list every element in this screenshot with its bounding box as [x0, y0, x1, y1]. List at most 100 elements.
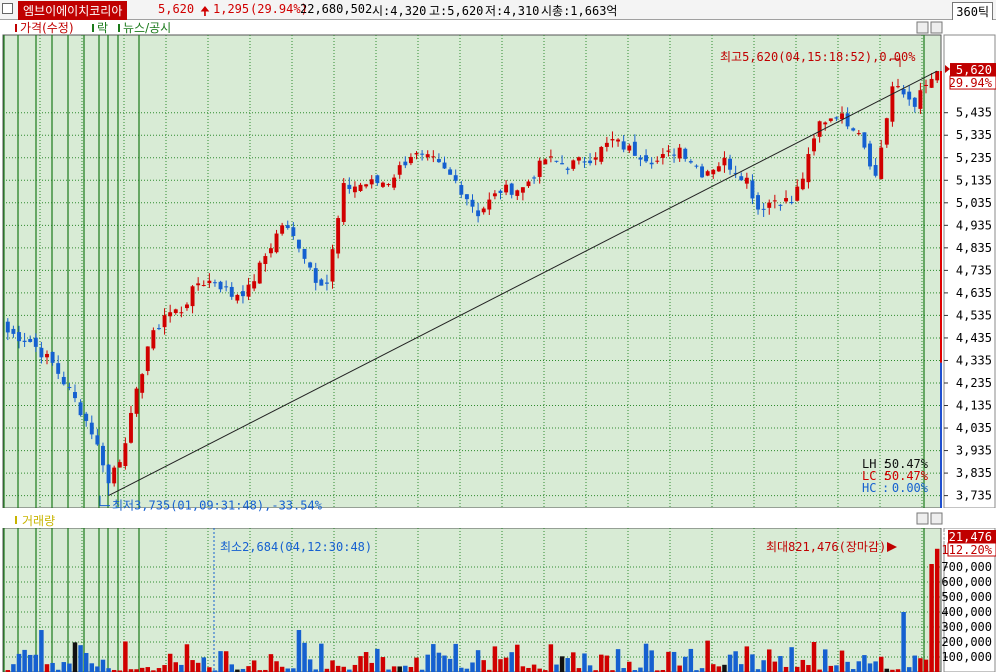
candle-body [890, 86, 895, 122]
volume-bar [520, 666, 526, 672]
candle-body [324, 282, 329, 284]
min-price-label: 최저3,735(01,09:31:48),-33.54% [112, 499, 323, 513]
volume-bar [666, 651, 671, 672]
volume-bar [487, 669, 492, 672]
trade-volume: 22,680,502 [300, 2, 373, 16]
volume-bar [475, 650, 481, 672]
volume-bar [834, 665, 839, 672]
candle-body [442, 162, 447, 169]
volume-bar [72, 642, 78, 672]
candle-body [162, 315, 167, 328]
volume-bar [279, 666, 285, 672]
price-tick-label: 3,735 [956, 489, 992, 503]
volume-bar [173, 662, 179, 672]
volume-bar [901, 612, 906, 672]
volume-bar [151, 670, 156, 672]
current-price-pointer-icon [945, 65, 950, 74]
volume-bar [184, 644, 190, 672]
current-volume-label: 821,476 [941, 530, 992, 544]
volume-bar [33, 654, 39, 672]
volume-pane-minimize-icon[interactable] [916, 512, 929, 525]
candle-body [257, 262, 262, 284]
candle-body [140, 374, 145, 393]
candle-body [212, 282, 217, 284]
candle-body [800, 178, 805, 190]
candle-body [677, 147, 682, 159]
volume-bar [50, 662, 55, 672]
price-tick-label: 5,235 [956, 151, 992, 165]
candle-body [907, 91, 912, 100]
volume-bar [873, 661, 878, 672]
candle-body [403, 161, 408, 166]
candle-body [313, 268, 318, 283]
volume-bar [850, 669, 856, 672]
tick-period-button[interactable]: 360틱 [952, 2, 993, 21]
candle-body [459, 185, 464, 195]
volume-bar [414, 657, 419, 672]
candle-body [627, 145, 632, 151]
candle-body [196, 283, 201, 286]
candle-body [644, 155, 649, 162]
volume-bar [638, 667, 643, 672]
candle-body [420, 153, 425, 155]
candle-body [604, 142, 609, 147]
candle-body [935, 71, 940, 81]
candle-body [761, 208, 766, 210]
volume-bar [571, 652, 576, 672]
candle-body [649, 162, 654, 165]
volume-bar [106, 668, 111, 672]
volume-bar [240, 668, 246, 672]
volume-tick-label: 400,000 [941, 605, 992, 619]
volume-pane-close-icon[interactable] [930, 512, 943, 525]
volume-bar [498, 659, 503, 672]
volume-bar [397, 666, 402, 672]
volume-bar [610, 670, 615, 672]
volume-bar [755, 669, 761, 672]
volume-bar [627, 661, 632, 672]
current-price-marker [950, 63, 996, 77]
volume-bar [856, 661, 862, 672]
volume-tick-label: 500,000 [941, 590, 992, 604]
volume-bar [481, 660, 486, 672]
candle-body [302, 248, 307, 259]
candle-body [246, 284, 251, 297]
volume-bar [492, 646, 498, 672]
volume-bar [442, 655, 447, 672]
header-checkbox[interactable] [2, 3, 13, 14]
volume-bar [16, 653, 22, 672]
volume-bar [352, 664, 358, 672]
stat-value: 50.47% [885, 469, 929, 483]
candle-body [509, 183, 514, 195]
candle-body [5, 321, 10, 333]
price-tick-label: 4,235 [956, 376, 992, 390]
price-pane-close-icon[interactable] [930, 21, 943, 34]
legend-marker [92, 24, 94, 32]
volume-bar [503, 657, 509, 672]
volume-bar [509, 652, 514, 672]
volume-bar [223, 651, 229, 672]
volume-bar [604, 655, 610, 672]
candle-body [672, 154, 677, 156]
volume-bar [739, 664, 744, 672]
volume-bar [369, 662, 374, 672]
candle-body [101, 445, 105, 466]
volume-bar [128, 669, 134, 672]
candle-body [560, 163, 565, 165]
candle-body [285, 225, 290, 229]
candle-body [621, 141, 626, 150]
candle-body [392, 177, 397, 188]
volume-bar [660, 669, 666, 672]
price-pane-minimize-icon[interactable] [916, 21, 929, 34]
candle-body [683, 148, 688, 159]
price-tick-label: 4,935 [956, 218, 992, 232]
candle-body [705, 171, 710, 176]
stock-name[interactable]: 엠브이에이치코리아 [18, 1, 128, 20]
volume-legend-strip [3, 512, 941, 527]
volume-tick-label: 700,000 [941, 560, 992, 574]
candle-body [45, 353, 49, 358]
volume-bar [375, 648, 380, 672]
candle-body [33, 337, 38, 347]
candle-body [828, 118, 833, 121]
volume-bar [11, 664, 16, 672]
legend-marker [15, 24, 17, 32]
